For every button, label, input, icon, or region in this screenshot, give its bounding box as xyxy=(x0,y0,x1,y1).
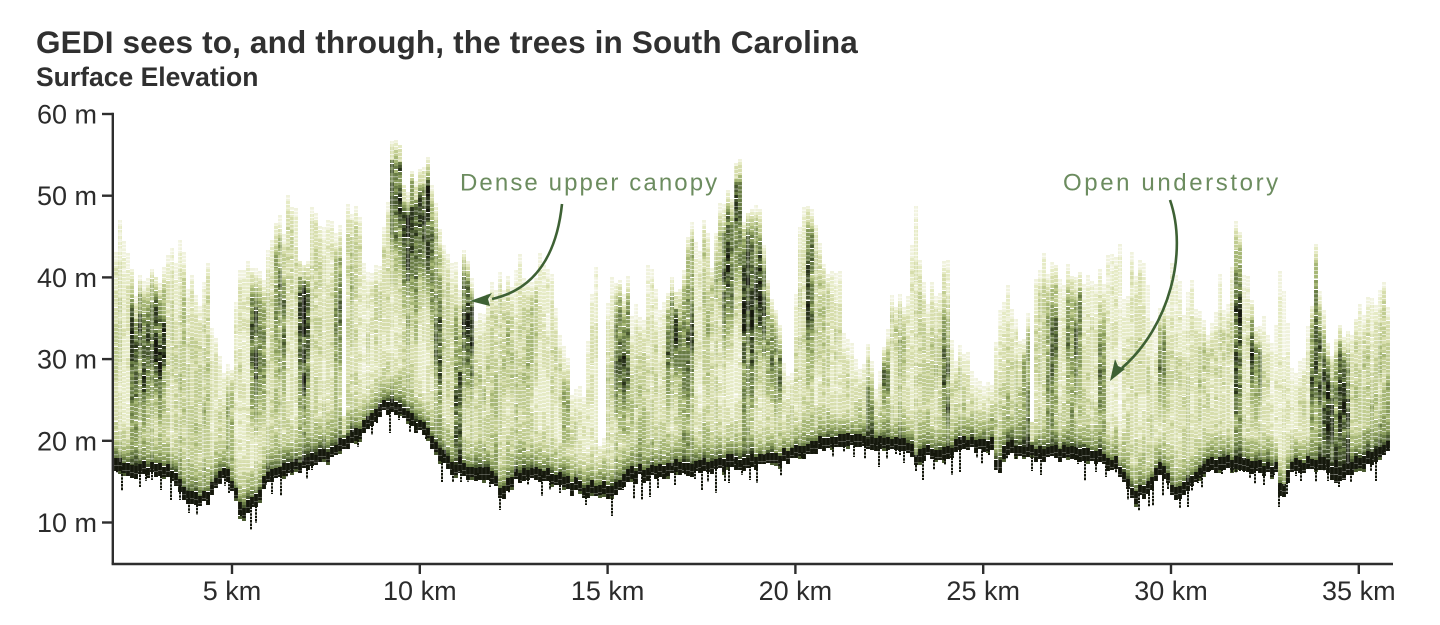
svg-text:50 m: 50 m xyxy=(37,181,97,211)
svg-text:60 m: 60 m xyxy=(37,100,97,130)
svg-text:15 km: 15 km xyxy=(571,576,645,606)
svg-text:Open understory: Open understory xyxy=(1063,170,1281,197)
svg-text:40 m: 40 m xyxy=(37,263,97,293)
svg-text:Dense upper canopy: Dense upper canopy xyxy=(460,170,719,197)
svg-text:25 km: 25 km xyxy=(946,576,1020,606)
svg-text:Surface Elevation: Surface Elevation xyxy=(36,62,258,92)
svg-text:10 m: 10 m xyxy=(37,508,97,538)
svg-text:GEDI sees to, and through, the: GEDI sees to, and through, the trees in … xyxy=(36,24,858,60)
svg-text:10 km: 10 km xyxy=(383,576,457,606)
svg-text:35 km: 35 km xyxy=(1322,576,1396,606)
svg-text:5 km: 5 km xyxy=(203,576,262,606)
svg-text:30 km: 30 km xyxy=(1134,576,1208,606)
svg-text:30 m: 30 m xyxy=(37,345,97,375)
svg-text:20 km: 20 km xyxy=(759,576,833,606)
svg-text:20 m: 20 m xyxy=(37,426,97,456)
